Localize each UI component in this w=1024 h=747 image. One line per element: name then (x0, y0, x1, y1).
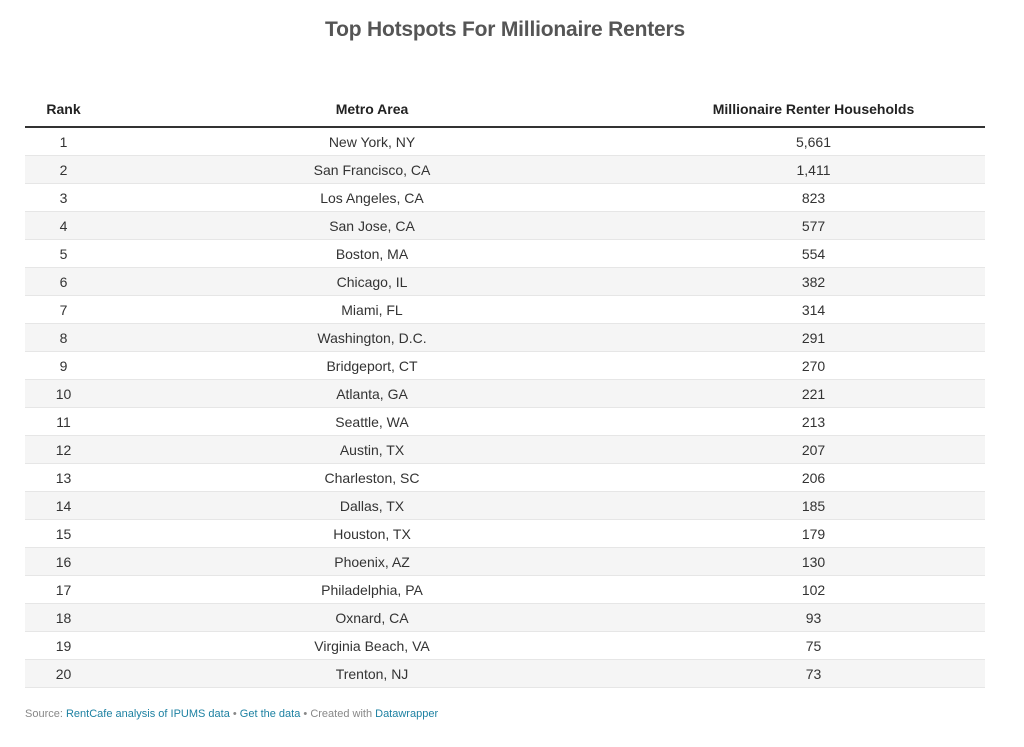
table-row: 7 Miami, FL 314 (25, 295, 985, 324)
households-cell: 213 (642, 407, 985, 436)
table-row: 16 Phoenix, AZ 130 (25, 547, 985, 576)
households-cell: 221 (642, 379, 985, 408)
table-row: 10 Atlanta, GA 221 (25, 379, 985, 408)
rank-cell: 3 (25, 183, 102, 212)
households-cell: 206 (642, 463, 985, 492)
metro-area-cell: San Jose, CA (102, 211, 642, 240)
metro-area-cell: Dallas, TX (102, 491, 642, 520)
metro-area-cell: Seattle, WA (102, 407, 642, 436)
table-row: 19 Virginia Beach, VA 75 (25, 631, 985, 660)
households-cell: 577 (642, 211, 985, 240)
table-row: 14 Dallas, TX 185 (25, 491, 985, 520)
rank-cell: 15 (25, 519, 102, 548)
table-row: 9 Bridgeport, CT 270 (25, 351, 985, 380)
households-cell: 179 (642, 519, 985, 548)
metro-area-cell: Washington, D.C. (102, 323, 642, 352)
metro-area-cell: Phoenix, AZ (102, 547, 642, 576)
table-row: 2 San Francisco, CA 1,411 (25, 155, 985, 184)
metro-area-cell: Oxnard, CA (102, 603, 642, 632)
table-row: 18 Oxnard, CA 93 (25, 603, 985, 632)
households-cell: 554 (642, 239, 985, 268)
metro-area-cell: San Francisco, CA (102, 155, 642, 184)
table-row: 12 Austin, TX 207 (25, 435, 985, 464)
table-header-row: Rank Metro Area Millionaire Renter House… (25, 92, 985, 128)
metro-area-cell: Miami, FL (102, 295, 642, 324)
rank-cell: 7 (25, 295, 102, 324)
rank-cell: 11 (25, 407, 102, 436)
table-row: 6 Chicago, IL 382 (25, 267, 985, 296)
households-cell: 823 (642, 183, 985, 212)
metro-area-cell: Philadelphia, PA (102, 575, 642, 604)
households-cell: 291 (642, 323, 985, 352)
metro-area-cell: Los Angeles, CA (102, 183, 642, 212)
households-cell: 185 (642, 491, 985, 520)
table-row: 3 Los Angeles, CA 823 (25, 183, 985, 212)
households-cell: 73 (642, 659, 985, 688)
households-cell: 5,661 (642, 127, 985, 156)
rank-cell: 1 (25, 127, 102, 156)
rank-cell: 9 (25, 351, 102, 380)
rank-cell: 12 (25, 435, 102, 464)
column-header-rank[interactable]: Rank (25, 92, 102, 128)
chart-title: Top Hotspots For Millionaire Renters (325, 18, 685, 41)
rank-cell: 6 (25, 267, 102, 296)
metro-area-cell: Trenton, NJ (102, 659, 642, 688)
rank-cell: 5 (25, 239, 102, 268)
households-cell: 314 (642, 295, 985, 324)
table-row: 17 Philadelphia, PA 102 (25, 575, 985, 604)
rank-cell: 10 (25, 379, 102, 408)
table-row: 15 Houston, TX 179 (25, 519, 985, 548)
metro-area-cell: Boston, MA (102, 239, 642, 268)
metro-area-cell: Bridgeport, CT (102, 351, 642, 380)
households-cell: 1,411 (642, 155, 985, 184)
metro-area-cell: New York, NY (102, 127, 642, 156)
rank-cell: 8 (25, 323, 102, 352)
rank-cell: 2 (25, 155, 102, 184)
households-cell: 270 (642, 351, 985, 380)
rank-cell: 14 (25, 491, 102, 520)
rank-cell: 20 (25, 659, 102, 688)
table-row: 20 Trenton, NJ 73 (25, 659, 985, 688)
table-row: 13 Charleston, SC 206 (25, 463, 985, 492)
rank-cell: 18 (25, 603, 102, 632)
source-link[interactable]: RentCafe analysis of IPUMS data (65, 708, 230, 720)
rank-cell: 19 (25, 631, 102, 660)
rank-cell: 16 (25, 547, 102, 576)
households-cell: 75 (642, 631, 985, 660)
source-label: Source: (25, 708, 66, 720)
created-with-label: Created with (310, 708, 376, 720)
footer-separator: • (229, 708, 240, 720)
column-header-metro-area[interactable]: Metro Area (102, 92, 642, 128)
households-cell: 93 (642, 603, 985, 632)
table-row: 11 Seattle, WA 213 (25, 407, 985, 436)
table-body: 1 New York, NY 5,661 2 San Francisco, CA 1,41… (25, 127, 985, 688)
metro-area-cell: Virginia Beach, VA (102, 631, 642, 660)
rank-cell: 13 (25, 463, 102, 492)
table-row: 4 San Jose, CA 577 (25, 211, 985, 240)
households-cell: 102 (642, 575, 985, 604)
table-row: 5 Boston, MA 554 (25, 239, 985, 268)
metro-area-cell: Austin, TX (102, 435, 642, 464)
footer: Source: RentCafe analysis of IPUMS data … (25, 708, 438, 720)
data-table: Rank Metro Area Millionaire Renter House… (25, 92, 985, 688)
table-row: 1 New York, NY 5,661 (25, 127, 985, 156)
column-header-households[interactable]: Millionaire Renter Households (642, 92, 985, 128)
metro-area-cell: Houston, TX (102, 519, 642, 548)
metro-area-cell: Atlanta, GA (102, 379, 642, 408)
metro-area-cell: Charleston, SC (102, 463, 642, 492)
rank-cell: 4 (25, 211, 102, 240)
households-cell: 207 (642, 435, 985, 464)
households-cell: 382 (642, 267, 985, 296)
rank-cell: 17 (25, 575, 102, 604)
table-row: 8 Washington, D.C. 291 (25, 323, 985, 352)
footer-separator: • (300, 708, 311, 720)
get-the-data-link[interactable]: Get the data (239, 708, 301, 720)
metro-area-cell: Chicago, IL (102, 267, 642, 296)
datawrapper-link[interactable]: Datawrapper (375, 708, 439, 720)
households-cell: 130 (642, 547, 985, 576)
